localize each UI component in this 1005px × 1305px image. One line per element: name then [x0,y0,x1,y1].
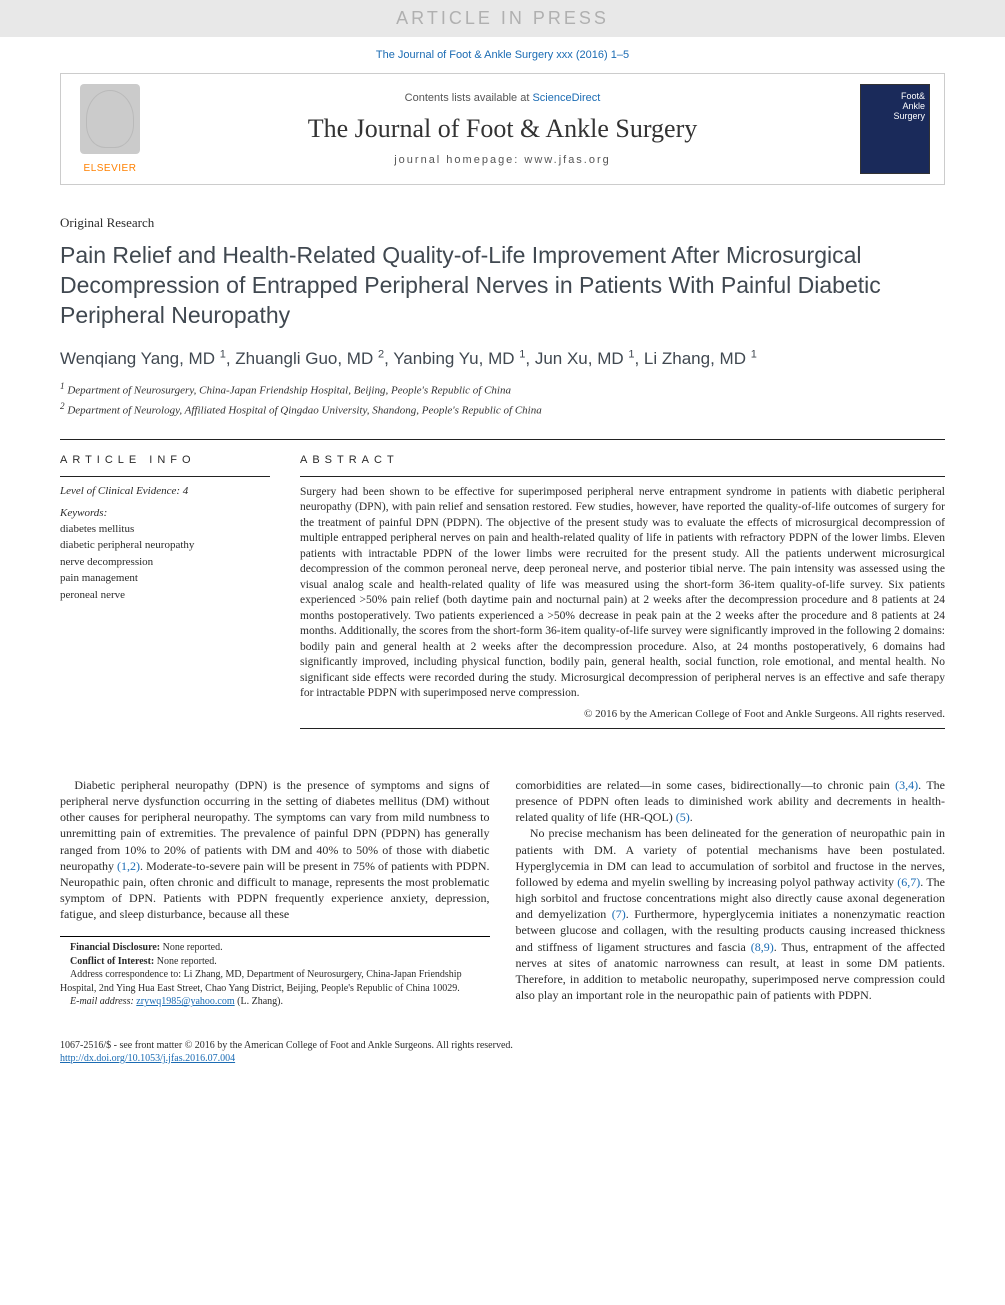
body-paragraph: No precise mechanism has been delineated… [516,825,946,1003]
conflict-of-interest: Conflict of Interest: None reported. [60,955,490,969]
reference-link[interactable]: (3,4) [895,778,918,792]
body-column-left: Diabetic peripheral neuropathy (DPN) is … [60,777,490,1009]
contents-prefix: Contents lists available at [405,92,533,104]
reference-link[interactable]: (7) [612,907,626,921]
keywords-list: diabetes mellitusdiabetic peripheral neu… [60,521,270,604]
masthead-center: Contents lists available at ScienceDirec… [159,92,846,166]
journal-homepage: journal homepage: www.jfas.org [159,154,846,166]
email-label: E-mail address: [70,996,136,1007]
article-info-column: ARTICLE INFO Level of Clinical Evidence:… [60,454,270,737]
email-link[interactable]: zrywq1985@yahoo.com [136,996,234,1007]
abstract-copyright: © 2016 by the American College of Foot a… [300,708,945,720]
article-type: Original Research [60,215,945,231]
abstract-column: ABSTRACT Surgery had been shown to be ef… [300,454,945,737]
reference-link[interactable]: (1,2) [117,859,140,873]
label: Conflict of Interest: [70,956,154,967]
elsevier-label: ELSEVIER [84,163,137,174]
reference-link[interactable]: (8,9) [751,940,774,954]
footnotes: Financial Disclosure: None reported. Con… [60,936,490,1009]
copyright-line: 1067-2516/$ - see front matter © 2016 by… [60,1039,945,1052]
journal-masthead: ELSEVIER Contents lists available at Sci… [60,73,945,185]
financial-disclosure: Financial Disclosure: None reported. [60,941,490,955]
text-run: None reported. [160,942,222,953]
journal-title: The Journal of Foot & Ankle Surgery [159,114,846,144]
page-footer: 1067-2516/$ - see front matter © 2016 by… [0,1029,1005,1085]
abstract-heading: ABSTRACT [300,454,945,466]
article-in-press-banner: ARTICLE IN PRESS [0,0,1005,37]
reference-link[interactable]: (6,7) [897,875,920,889]
divider [300,476,945,477]
doi-link[interactable]: http://dx.doi.org/10.1053/j.jfas.2016.07… [60,1053,235,1064]
elsevier-logo: ELSEVIER [75,84,145,174]
text-run: comorbidities are related—in some cases,… [516,778,896,792]
abstract-text: Surgery had been shown to be effective f… [300,485,945,702]
email-line: E-mail address: zrywq1985@yahoo.com (L. … [60,995,490,1009]
body-paragraph: Diabetic peripheral neuropathy (DPN) is … [60,777,490,923]
reference-link[interactable]: (5) [676,810,690,824]
divider [60,476,270,477]
contents-lists-line: Contents lists available at ScienceDirec… [159,92,846,104]
correspondence-address: Address correspondence to: Li Zhang, MD,… [60,968,490,995]
elsevier-tree-icon [80,84,140,154]
text-run: None reported. [154,956,216,967]
keywords-label: Keywords: [60,507,270,519]
sciencedirect-link[interactable]: ScienceDirect [532,92,600,104]
article-title: Pain Relief and Health-Related Quality-o… [60,241,945,331]
text-run: No precise mechanism has been delineated… [516,826,946,889]
body-text: Diabetic peripheral neuropathy (DPN) is … [60,777,945,1009]
body-paragraph: comorbidities are related—in some cases,… [516,777,946,826]
affiliations: 1 Department of Neurosurgery, China-Japa… [60,380,945,418]
citation-line: The Journal of Foot & Ankle Surgery xxx … [0,37,1005,73]
evidence-level: Level of Clinical Evidence: 4 [60,485,270,497]
journal-cover-thumbnail [860,84,930,174]
text-run: (L. Zhang). [235,996,283,1007]
body-column-right: comorbidities are related—in some cases,… [516,777,946,1009]
text-run: . [690,810,693,824]
article-info-heading: ARTICLE INFO [60,454,270,466]
label: Financial Disclosure: [70,942,160,953]
author-list: Wenqiang Yang, MD 1, Zhuangli Guo, MD 2,… [60,347,945,371]
divider [300,728,945,729]
